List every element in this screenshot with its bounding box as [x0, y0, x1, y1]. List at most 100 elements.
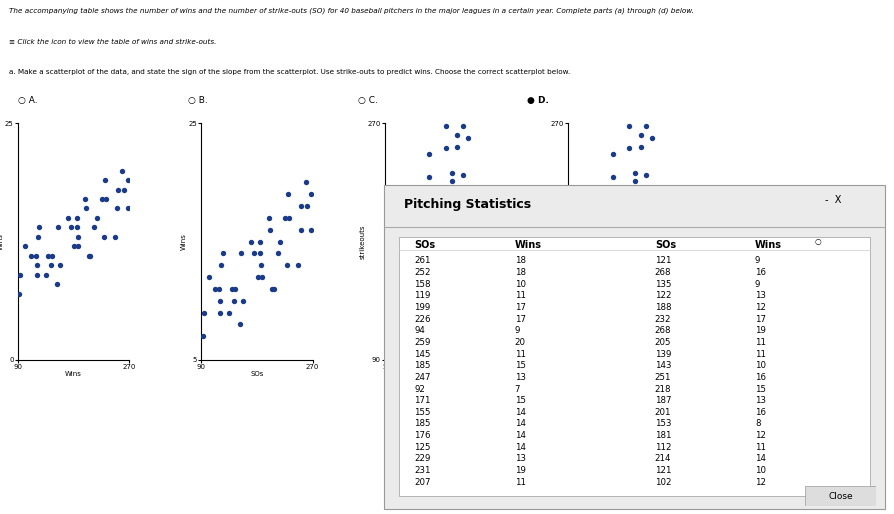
- Point: [455, 122, 469, 130]
- Point: [24, 252, 38, 260]
- Point: [282, 214, 296, 222]
- Point: [600, 227, 614, 235]
- Point: [278, 214, 292, 222]
- Point: [30, 233, 45, 241]
- Text: 10: 10: [755, 361, 766, 370]
- Text: 171: 171: [415, 396, 431, 405]
- Point: [32, 223, 46, 231]
- Text: ≡ Click the icon to view the table of wins and strike-outs.: ≡ Click the icon to view the table of wi…: [9, 39, 216, 45]
- Text: 201: 201: [654, 408, 671, 417]
- Point: [444, 169, 459, 177]
- Text: ● D.: ● D.: [527, 96, 549, 105]
- Point: [299, 178, 313, 187]
- Text: Pitching Statistics: Pitching Statistics: [404, 198, 532, 211]
- Text: ○ B.: ○ B.: [188, 96, 207, 105]
- Point: [595, 318, 609, 326]
- FancyBboxPatch shape: [384, 185, 885, 509]
- Point: [293, 226, 308, 234]
- Point: [417, 236, 431, 244]
- Point: [121, 176, 135, 184]
- Point: [294, 202, 308, 210]
- Text: 135: 135: [654, 280, 671, 288]
- Text: 16: 16: [755, 373, 766, 382]
- Point: [214, 297, 228, 305]
- Point: [97, 233, 111, 241]
- Point: [406, 286, 420, 295]
- Point: [439, 210, 453, 218]
- Point: [107, 233, 122, 241]
- Text: 18: 18: [515, 256, 526, 265]
- Point: [427, 310, 442, 318]
- Point: [595, 205, 609, 213]
- Point: [461, 134, 476, 142]
- Text: 119: 119: [415, 291, 431, 300]
- Point: [605, 314, 620, 322]
- Point: [196, 332, 210, 340]
- Point: [13, 270, 28, 279]
- Point: [224, 285, 239, 293]
- Point: [589, 266, 603, 274]
- Point: [121, 205, 135, 213]
- Text: 199: 199: [415, 303, 431, 312]
- Point: [411, 318, 426, 326]
- Point: [628, 177, 642, 185]
- Point: [572, 353, 586, 361]
- Text: 121: 121: [654, 466, 671, 475]
- Point: [38, 270, 53, 279]
- Text: 9: 9: [515, 326, 520, 335]
- Point: [214, 261, 228, 269]
- Y-axis label: SOs: SOs: [544, 235, 549, 248]
- Point: [51, 223, 65, 231]
- Point: [633, 131, 647, 139]
- Point: [78, 195, 92, 203]
- Text: 214: 214: [654, 454, 671, 464]
- Text: -  X: - X: [825, 195, 841, 205]
- Text: 14: 14: [515, 443, 526, 452]
- Point: [578, 273, 592, 281]
- Point: [254, 261, 268, 269]
- Point: [304, 190, 318, 198]
- Text: 188: 188: [654, 303, 671, 312]
- Text: 18: 18: [515, 268, 526, 277]
- Point: [207, 285, 222, 293]
- Point: [584, 351, 598, 359]
- Point: [389, 353, 403, 361]
- Point: [88, 223, 102, 231]
- Text: 122: 122: [654, 291, 671, 300]
- Text: 205: 205: [654, 338, 671, 347]
- Point: [411, 205, 426, 213]
- Text: 181: 181: [654, 431, 671, 440]
- FancyBboxPatch shape: [400, 237, 870, 496]
- Point: [622, 144, 637, 153]
- Point: [400, 297, 414, 305]
- Text: 259: 259: [415, 338, 431, 347]
- Point: [266, 285, 281, 293]
- Point: [422, 173, 436, 181]
- X-axis label: SOs: SOs: [250, 371, 264, 377]
- Text: 15: 15: [515, 396, 526, 405]
- Text: 15: 15: [755, 384, 766, 394]
- Point: [70, 223, 84, 231]
- FancyBboxPatch shape: [805, 486, 876, 506]
- Text: 11: 11: [515, 291, 526, 300]
- Point: [116, 186, 131, 194]
- Text: 13: 13: [515, 454, 526, 464]
- Point: [53, 261, 67, 269]
- X-axis label: Wins: Wins: [615, 371, 632, 377]
- Point: [61, 214, 75, 222]
- Text: 11: 11: [755, 350, 766, 359]
- Point: [253, 237, 267, 246]
- Point: [589, 286, 603, 295]
- Text: 268: 268: [654, 268, 671, 277]
- Point: [617, 249, 631, 258]
- Text: 17: 17: [515, 315, 526, 324]
- Point: [427, 231, 442, 239]
- Point: [427, 193, 442, 201]
- Text: 207: 207: [415, 478, 431, 487]
- Point: [70, 214, 84, 222]
- Point: [645, 134, 659, 142]
- Point: [41, 252, 55, 260]
- Text: 15: 15: [515, 361, 526, 370]
- Text: 268: 268: [654, 326, 671, 335]
- Point: [628, 169, 642, 177]
